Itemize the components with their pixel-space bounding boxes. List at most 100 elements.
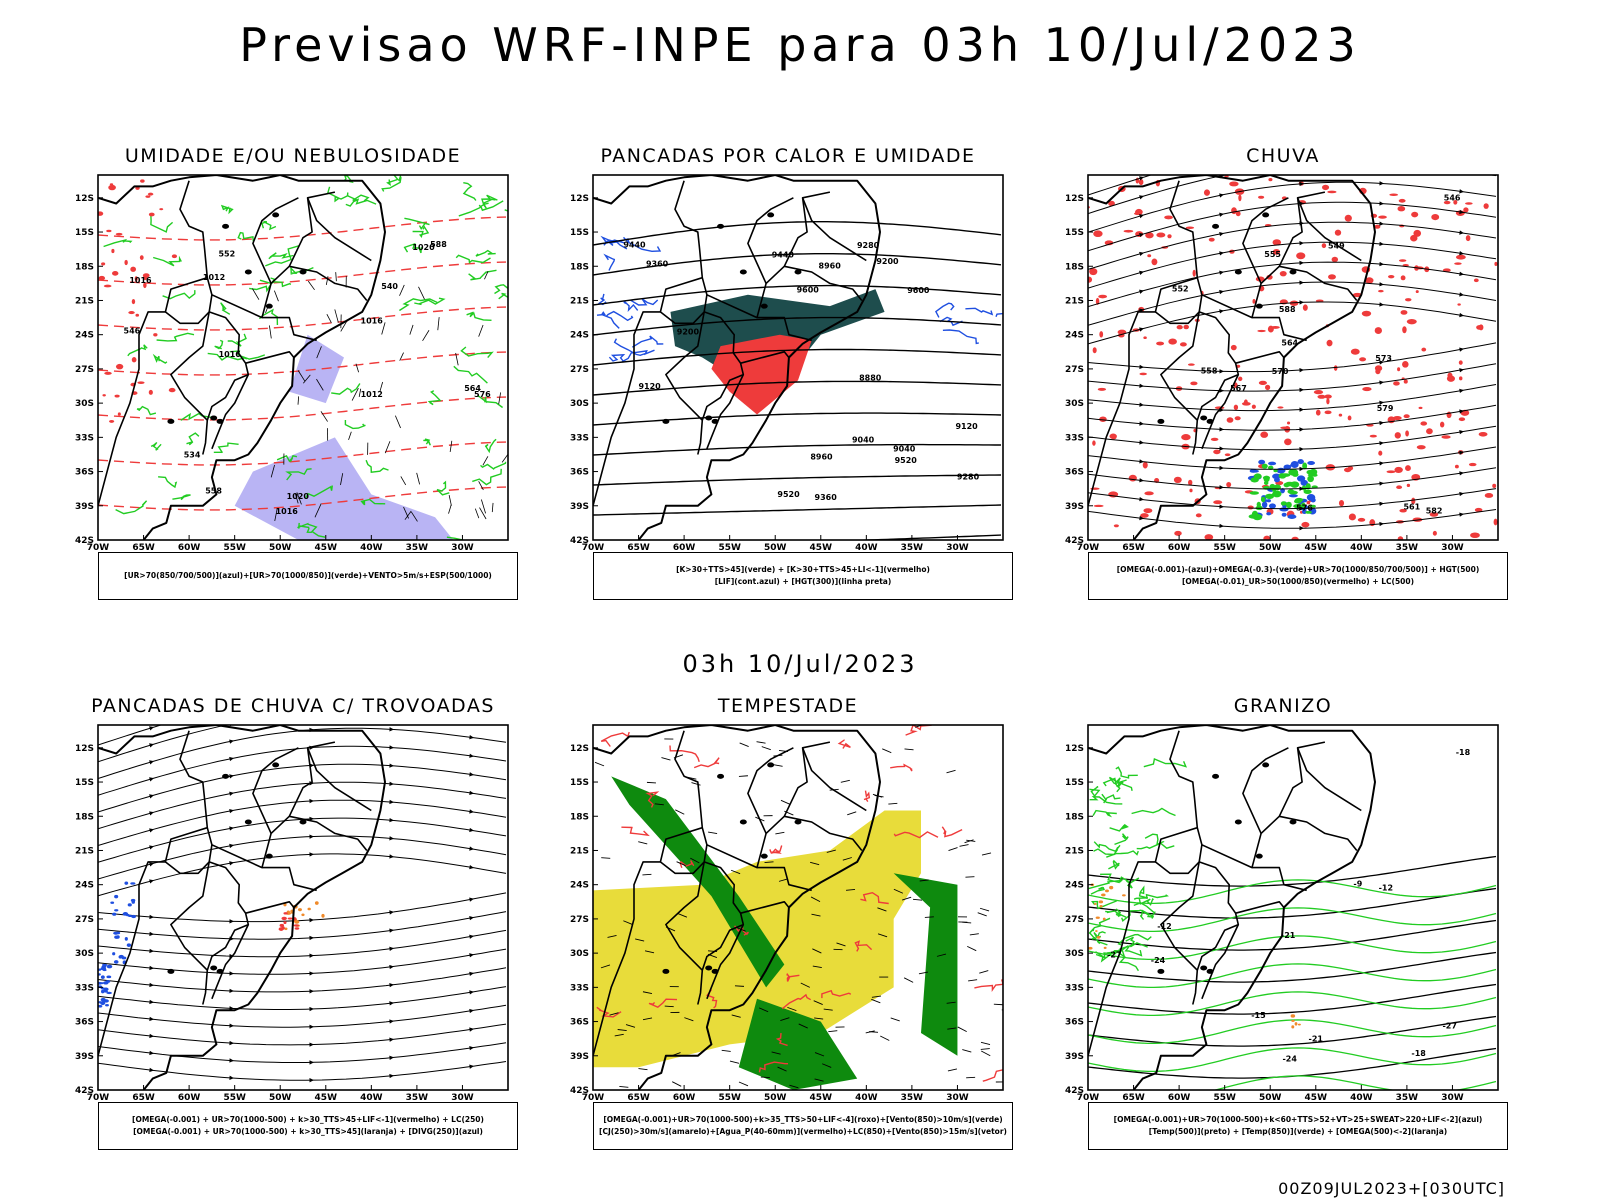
contour-label: 1016 bbox=[219, 350, 242, 359]
wind-vector bbox=[946, 769, 956, 774]
map-granizo: -9 -12 -12 -15 -18 -18 -21 -21 -24 -24 -27 -27 12S 15… bbox=[1065, 724, 1499, 1103]
streamline-arrow bbox=[1459, 368, 1464, 373]
contour-line bbox=[172, 494, 191, 501]
streamline-arrow bbox=[1139, 383, 1144, 388]
state-border bbox=[306, 747, 372, 812]
shaded-cell bbox=[137, 381, 145, 384]
shaded-cell bbox=[1095, 916, 1100, 919]
streamline-arrow bbox=[1459, 409, 1464, 414]
shaded-cell bbox=[1429, 512, 1439, 517]
streamline-arrow bbox=[469, 698, 474, 702]
shaded-cell bbox=[1213, 500, 1223, 505]
shaded-cell bbox=[1483, 203, 1489, 209]
contour-label: 9440 bbox=[623, 241, 646, 250]
streamline-arrow bbox=[229, 809, 234, 814]
wind-vector bbox=[721, 1049, 731, 1052]
temp500-contour bbox=[1088, 1015, 1497, 1047]
streamline-arrow bbox=[389, 964, 394, 970]
shaded-cell bbox=[1292, 472, 1299, 477]
lat-tick-label: 30S bbox=[1065, 399, 1084, 409]
shaded-cell bbox=[112, 912, 117, 916]
wind-vector bbox=[334, 309, 339, 323]
omega500-cells bbox=[1088, 883, 1126, 950]
streamline-arrow bbox=[309, 1042, 314, 1047]
red-cells bbox=[98, 179, 178, 423]
shaded-cell bbox=[1324, 394, 1332, 399]
shaded-cell bbox=[110, 901, 115, 904]
contour-line bbox=[645, 791, 660, 808]
map-content: 9600 9520 9440 9600 9520 9440 9360 9280 9200 9120… bbox=[593, 175, 1003, 540]
lif-contours bbox=[596, 235, 664, 363]
contour-label: 561 bbox=[1403, 502, 1420, 511]
wind-vector bbox=[877, 907, 887, 912]
streamline-arrow bbox=[149, 828, 154, 833]
state-border bbox=[211, 741, 336, 869]
wind-vector bbox=[664, 1005, 674, 1008]
contour-line bbox=[229, 350, 266, 360]
wind-vector bbox=[890, 1017, 900, 1022]
streamline-arrow bbox=[1379, 481, 1384, 486]
shaded-cell bbox=[1096, 936, 1101, 939]
state-border bbox=[98, 861, 166, 1057]
lat-tick-label: 21S bbox=[570, 846, 589, 856]
wind-vector bbox=[482, 456, 489, 466]
contour-label: 9440 bbox=[772, 251, 795, 260]
contour-line bbox=[153, 255, 182, 267]
streamline-arrow bbox=[229, 739, 234, 744]
wind-vector bbox=[479, 507, 487, 520]
streamline bbox=[1088, 509, 1497, 529]
streamline-arrow bbox=[1139, 440, 1144, 445]
contour-line bbox=[974, 979, 1003, 992]
wind-vector bbox=[325, 276, 329, 285]
streamline-arrow bbox=[1219, 523, 1224, 529]
wind-vector bbox=[980, 1041, 991, 1045]
wind-vector bbox=[297, 396, 300, 405]
streamline-arrow bbox=[1379, 521, 1384, 527]
wind-vector bbox=[448, 504, 452, 514]
shaded-cell bbox=[1343, 467, 1352, 473]
shaded-cell bbox=[1374, 327, 1383, 334]
lat-tick-label: 18S bbox=[75, 262, 94, 272]
contour-line bbox=[734, 925, 749, 936]
thickness-line bbox=[98, 441, 507, 466]
wind-vector bbox=[484, 271, 489, 280]
contour-line bbox=[162, 290, 196, 300]
contour-label: 1020 bbox=[412, 243, 435, 252]
contour-line bbox=[1088, 879, 1123, 890]
streamline-arrow bbox=[389, 763, 394, 768]
contour-label: 558 bbox=[1201, 367, 1218, 376]
shaded-cell bbox=[147, 192, 154, 196]
streamline-arrow bbox=[229, 791, 234, 796]
streamline-arrow bbox=[469, 1027, 474, 1032]
wind-vector bbox=[252, 288, 260, 300]
contour-line bbox=[127, 344, 148, 357]
state-border bbox=[593, 311, 661, 507]
shaded-cell bbox=[1291, 1019, 1295, 1022]
contour-line bbox=[365, 459, 389, 473]
lake bbox=[1206, 418, 1214, 424]
lon-tick-label: 65W bbox=[627, 543, 650, 553]
shaded-cell bbox=[1122, 894, 1126, 897]
contour-line bbox=[462, 182, 477, 201]
shaded-cell bbox=[1399, 508, 1407, 513]
contour-label: 1012 bbox=[203, 273, 225, 282]
lat-tick-label: 15S bbox=[1065, 778, 1084, 788]
lat-tick-label: 33S bbox=[1065, 983, 1084, 993]
shaded-cell bbox=[1179, 342, 1187, 347]
contour-line bbox=[298, 522, 312, 533]
lat-tick-label: 15S bbox=[570, 228, 589, 238]
lon-tick-label: 70W bbox=[1077, 543, 1100, 553]
shaded-cell bbox=[1307, 475, 1314, 483]
contour-line bbox=[276, 454, 298, 463]
wind-vector bbox=[903, 977, 914, 983]
shaded-cell bbox=[145, 195, 151, 198]
contour-label: 9360 bbox=[815, 493, 838, 502]
lat-tick-label: 21S bbox=[1065, 846, 1084, 856]
contour-line bbox=[623, 300, 639, 312]
panel-title: UMIDADE E/OU NEBULOSIDADE bbox=[124, 145, 462, 167]
shaded-cell bbox=[1128, 474, 1137, 482]
wind-vector bbox=[730, 869, 741, 875]
lake bbox=[1200, 415, 1208, 421]
shaded-cell bbox=[117, 412, 121, 416]
streamline-arrow bbox=[229, 756, 234, 762]
